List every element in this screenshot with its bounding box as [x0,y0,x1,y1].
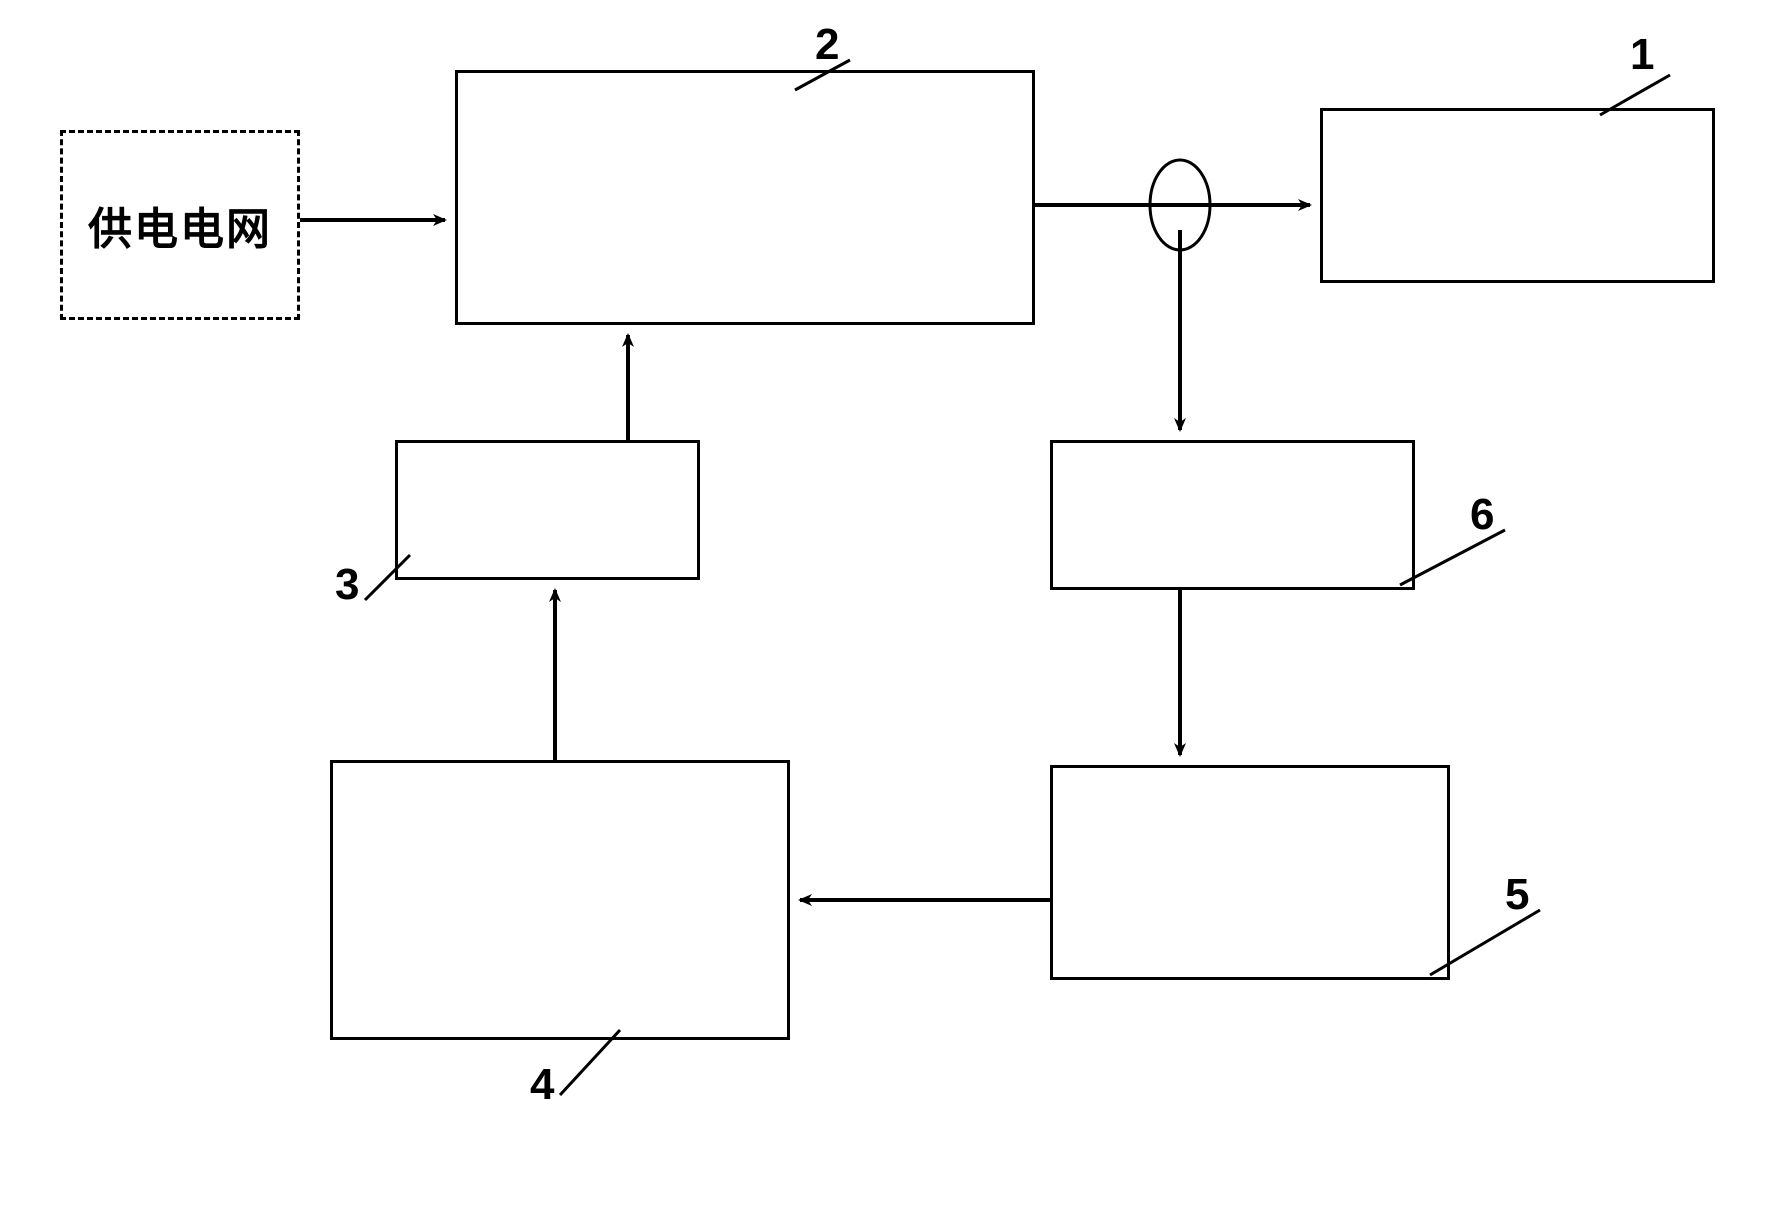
label-6: 6 [1470,490,1494,540]
power-grid-label: 供电电网 [88,193,272,257]
label-2: 2 [815,20,839,70]
diagram-canvas: 供电电网 1 2 3 4 5 6 [0,0,1775,1231]
power-grid-box: 供电电网 [60,130,300,320]
block-3 [395,440,700,580]
label-1: 1 [1630,30,1654,80]
block-1 [1320,108,1715,283]
block-4 [330,760,790,1040]
label-5: 5 [1505,870,1529,920]
block-6 [1050,440,1415,590]
label-4: 4 [530,1060,554,1110]
block-2 [455,70,1035,325]
block-5 [1050,765,1450,980]
label-3: 3 [335,560,359,610]
